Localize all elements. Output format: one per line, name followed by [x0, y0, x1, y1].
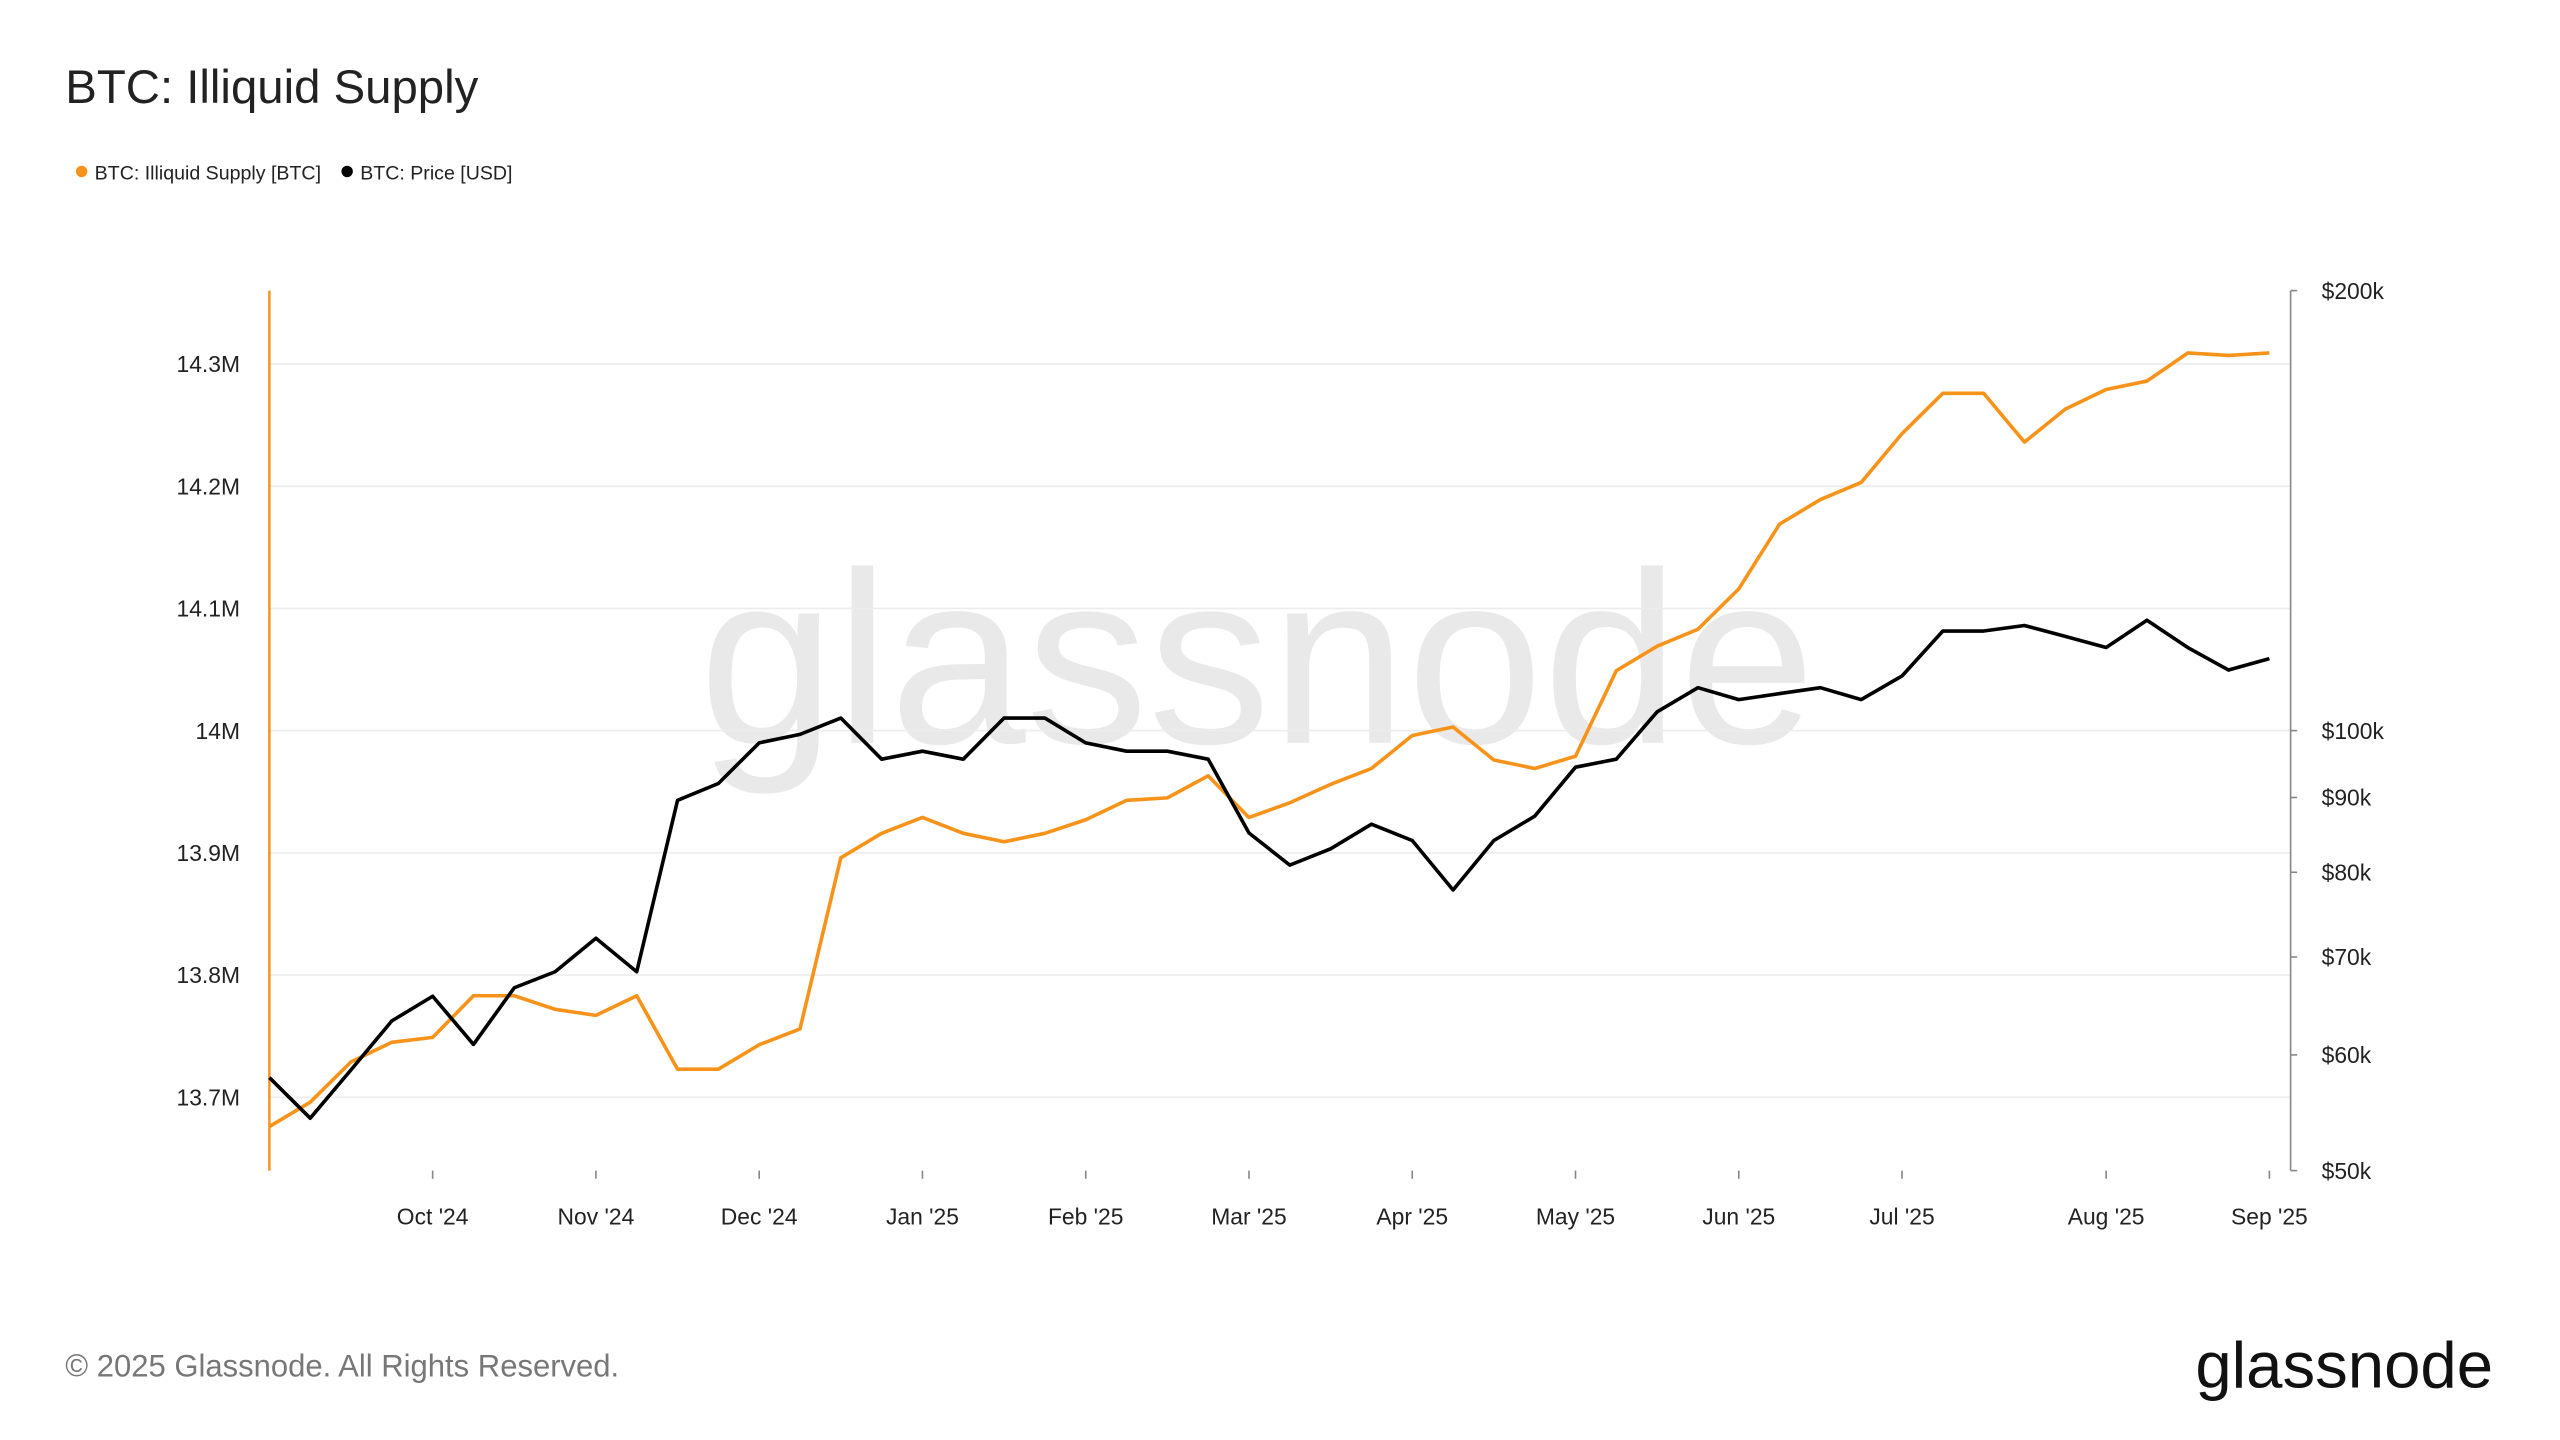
y-tick-label: 14.2M: [177, 473, 240, 499]
legend-label: BTC: Illiquid Supply [BTC]: [95, 163, 321, 185]
x-tick-label: Jul '25: [1869, 1203, 1934, 1229]
legend-marker: [341, 165, 353, 178]
x-tick-label: Feb '25: [1048, 1203, 1123, 1229]
x-tick-label: Mar '25: [1211, 1203, 1286, 1229]
x-tick-label: Apr '25: [1376, 1203, 1448, 1229]
y2-tick-label: $50k: [2322, 1158, 2372, 1184]
y2-tick-label: $90k: [2322, 785, 2372, 811]
y-tick-label: 14.3M: [177, 351, 240, 377]
y-tick-label: 13.7M: [177, 1084, 240, 1110]
y2-tick-label: $80k: [2322, 859, 2372, 885]
y2-tick-label: $100k: [2322, 718, 2385, 744]
y2-tick-label: $200k: [2322, 278, 2385, 304]
legend-label: BTC: Price [USD]: [360, 163, 512, 185]
y-tick-label: 14.1M: [177, 596, 240, 622]
watermark: glassnode: [699, 521, 1815, 795]
y-tick-label: 14M: [196, 718, 240, 744]
x-tick-label: Aug '25: [2068, 1203, 2145, 1229]
chart-title: BTC: Illiquid Supply: [65, 61, 478, 114]
x-tick-label: Oct '24: [397, 1203, 469, 1229]
footer: © 2025 Glassnode. All Rights Reserved.: [65, 1348, 619, 1383]
x-tick-label: Jun '25: [1702, 1203, 1775, 1229]
x-tick-label: May '25: [1536, 1203, 1615, 1229]
logo: glassnode: [2195, 1329, 2493, 1402]
x-tick-label: Dec '24: [721, 1203, 798, 1229]
series-line: [268, 618, 2270, 1120]
x-tick-label: Jan '25: [886, 1203, 959, 1229]
series-line: [268, 351, 2270, 1129]
x-tick-label: Sep '25: [2231, 1203, 2308, 1229]
legend-marker: [75, 165, 88, 178]
y2-tick-label: $70k: [2322, 944, 2372, 970]
y-tick-label: 13.9M: [177, 840, 240, 866]
x-tick-label: Nov '24: [558, 1203, 635, 1229]
y2-tick-label: $60k: [2322, 1042, 2372, 1068]
y-tick-label: 13.8M: [177, 962, 240, 988]
